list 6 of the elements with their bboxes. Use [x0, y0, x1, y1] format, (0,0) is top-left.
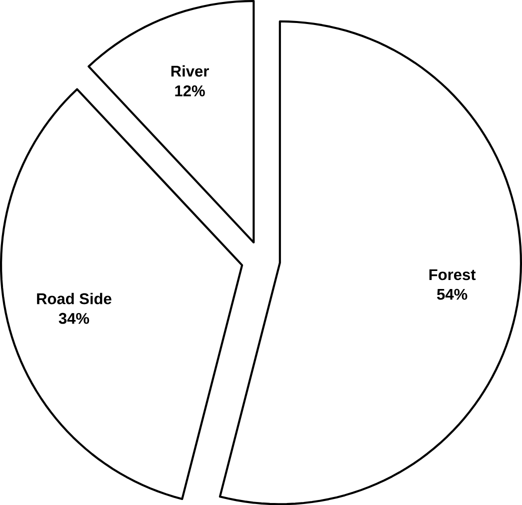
data-label: 34% [58, 312, 90, 324]
slice-label: River [171, 65, 209, 77]
slice-label: Road Side [37, 292, 112, 304]
data-label: 12% [175, 85, 205, 96]
slice-label: Forest [429, 269, 476, 280]
data-label: 54% [437, 288, 468, 300]
